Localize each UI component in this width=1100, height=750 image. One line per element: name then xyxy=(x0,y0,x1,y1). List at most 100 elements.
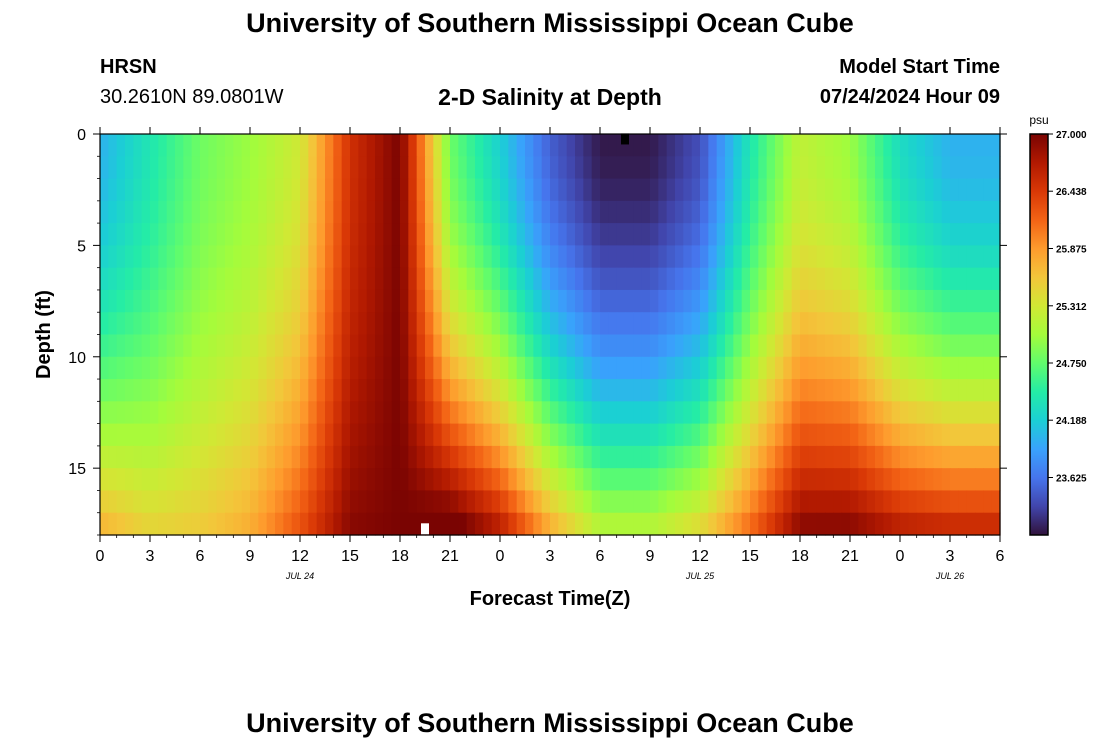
heatmap-cell xyxy=(866,512,876,536)
heatmap-cell xyxy=(608,401,618,425)
heatmap-cell xyxy=(475,468,484,492)
heatmap-cell xyxy=(891,267,901,291)
heatmap-cell xyxy=(341,468,351,492)
heatmap-cell xyxy=(883,245,893,269)
heatmap-cell xyxy=(950,512,959,536)
heatmap-cell xyxy=(183,134,193,157)
heatmap-cell xyxy=(300,245,309,269)
heatmap-cell xyxy=(133,312,143,336)
heatmap-cell xyxy=(600,423,609,447)
heatmap-cell xyxy=(625,134,634,157)
heatmap-cell xyxy=(358,156,368,180)
heatmap-cell xyxy=(350,334,359,358)
heatmap-cell xyxy=(200,223,209,246)
heatmap-cell xyxy=(833,512,843,536)
heatmap-cell xyxy=(541,312,551,336)
heatmap-cell xyxy=(233,445,243,469)
heatmap-cell xyxy=(966,289,976,313)
heatmap-cell xyxy=(125,445,134,469)
heatmap-cell xyxy=(533,490,543,514)
heatmap-cell xyxy=(258,401,268,425)
heatmap-cell xyxy=(575,512,584,536)
heatmap-cell xyxy=(158,356,168,380)
heatmap-cell xyxy=(766,334,776,358)
heatmap-cell xyxy=(783,134,793,157)
heatmap-cell xyxy=(591,267,601,291)
heatmap-cell xyxy=(308,267,318,291)
heatmap-cell xyxy=(291,356,301,380)
heatmap-cell xyxy=(808,379,818,402)
heatmap-cell xyxy=(283,334,293,358)
heatmap-cell xyxy=(908,312,918,336)
heatmap-cell xyxy=(758,334,768,358)
heatmap-cell xyxy=(475,289,484,313)
heatmap-cell xyxy=(391,334,401,358)
colorbar-tick-label: 25.875 xyxy=(1056,244,1087,255)
heatmap-cell xyxy=(391,178,401,202)
heatmap-cell xyxy=(716,401,726,425)
heatmap-cell xyxy=(183,334,193,358)
heatmap-cell xyxy=(808,200,818,224)
heatmap-cell xyxy=(925,445,934,469)
heatmap-cell xyxy=(266,267,276,291)
heatmap-cell xyxy=(850,200,859,224)
heatmap-cell xyxy=(925,289,934,313)
heatmap-cell xyxy=(108,445,118,469)
heatmap-cell xyxy=(933,267,943,291)
heatmap-cell xyxy=(116,445,126,469)
heatmap-cell xyxy=(125,289,134,313)
heatmap-cell xyxy=(550,289,559,313)
heatmap-cell xyxy=(300,289,309,313)
heatmap-cell xyxy=(975,289,984,313)
heatmap-cell xyxy=(116,334,126,358)
heatmap-cell xyxy=(466,312,476,336)
heatmap-cell xyxy=(633,134,643,157)
heatmap-cell xyxy=(525,512,534,536)
heatmap-cell xyxy=(875,178,884,202)
heatmap-cell xyxy=(775,200,784,224)
heatmap-cell xyxy=(108,356,118,380)
heatmap-cell xyxy=(575,289,584,313)
heatmap-cell xyxy=(316,356,326,380)
heatmap-cell xyxy=(216,200,226,224)
heatmap-cell xyxy=(683,445,693,469)
heatmap-cell xyxy=(208,156,218,180)
heatmap-cell xyxy=(275,401,284,425)
heatmap-cell xyxy=(350,401,359,425)
heatmap-cell xyxy=(675,379,684,402)
heatmap-cell xyxy=(233,223,243,246)
heatmap-cell xyxy=(775,512,784,536)
heatmap-cell xyxy=(783,223,793,246)
heatmap-cell xyxy=(900,134,909,157)
colorbar: 27.00026.43825.87525.31224.75024.18823.6… xyxy=(1029,130,1087,536)
heatmap-cell xyxy=(341,289,351,313)
heatmap-cell xyxy=(991,267,1001,291)
heatmap-cell xyxy=(341,356,351,380)
heatmap-cell xyxy=(883,423,893,447)
heatmap-cell xyxy=(291,445,301,469)
heatmap-cell xyxy=(483,289,493,313)
heatmap-cell xyxy=(666,134,676,157)
heatmap-cell xyxy=(341,134,351,157)
heatmap-cell xyxy=(308,200,318,224)
heatmap-cell xyxy=(700,312,709,336)
heatmap-cell xyxy=(866,334,876,358)
heatmap-cell xyxy=(100,312,109,336)
heatmap-cell xyxy=(891,423,901,447)
heatmap-cell xyxy=(583,312,593,336)
heatmap-cell xyxy=(250,512,259,536)
heatmap-cell xyxy=(200,445,209,469)
heatmap-cell xyxy=(658,468,668,492)
heatmap-cell xyxy=(891,490,901,514)
heatmap-cell xyxy=(333,468,343,492)
heatmap-cell xyxy=(391,267,401,291)
heatmap-cell xyxy=(250,379,259,402)
heatmap-cell xyxy=(883,267,893,291)
heatmap-cell xyxy=(675,245,684,269)
heatmap-cell xyxy=(591,445,601,469)
heatmap-cell xyxy=(983,312,993,336)
heatmap-cell xyxy=(441,312,451,336)
heatmap-cell xyxy=(350,445,359,469)
heatmap-cell xyxy=(358,267,368,291)
